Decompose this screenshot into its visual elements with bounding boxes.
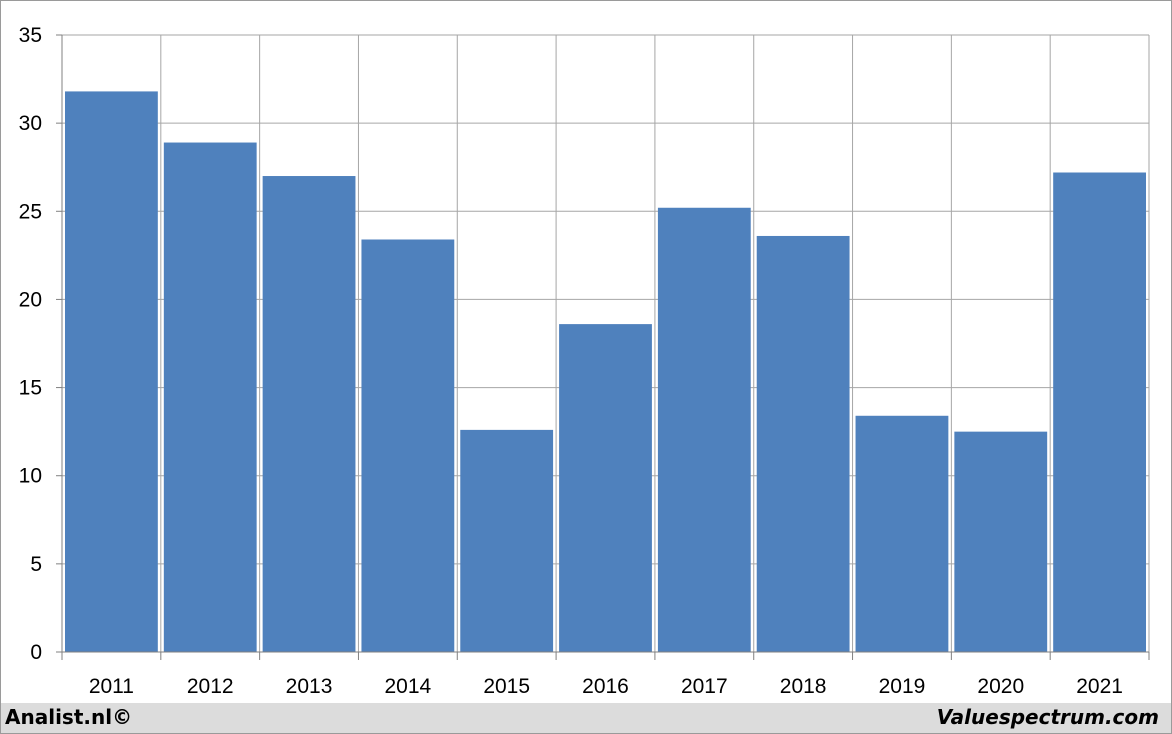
x-tick-label: 2019 — [879, 675, 926, 698]
y-tick-label: 10 — [19, 465, 42, 488]
y-tick-label: 20 — [19, 288, 42, 311]
x-tick-label: 2011 — [89, 675, 134, 698]
analist-credit: Analist.nl© — [5, 705, 133, 729]
x-tick-label: 2018 — [780, 675, 827, 698]
bar-2020 — [954, 431, 1048, 652]
footer-bar: Analist.nl© Valuespectrum.com — [1, 703, 1171, 733]
bars — [65, 91, 1146, 653]
bar-2013 — [262, 176, 356, 652]
axes — [56, 34, 1150, 660]
bar-2014 — [361, 239, 455, 652]
bar-2016 — [559, 324, 652, 652]
y-tick-label: 25 — [19, 200, 42, 223]
bar-2021 — [1053, 172, 1146, 652]
y-tick-label: 15 — [19, 377, 42, 400]
bar-2017 — [657, 207, 751, 652]
y-tick-label: 30 — [19, 112, 42, 135]
x-tick-label: 2015 — [483, 675, 530, 698]
y-tick-labels: 0 5 10 15 20 25 30 35 — [19, 24, 42, 664]
y-tick-label: 5 — [30, 553, 42, 576]
y-tick-label: 35 — [19, 24, 42, 47]
bar-2018 — [756, 235, 850, 653]
x-tick-label: 2012 — [187, 675, 234, 698]
x-tick-label: 2014 — [385, 675, 432, 698]
bar-2019 — [855, 415, 949, 652]
x-tick-labels: 2011 2012 2013 2014 2015 2016 2017 2018 2019 2020… — [89, 675, 1123, 698]
valuespectrum-credit: Valuespectrum.com — [936, 705, 1159, 729]
x-tick-label: 2020 — [977, 675, 1024, 698]
y-tick-label: 0 — [30, 641, 42, 664]
bar-2015 — [460, 429, 554, 652]
x-tick-label: 2013 — [286, 675, 333, 698]
x-tick-label: 2016 — [582, 675, 629, 698]
bar-2011 — [65, 91, 158, 652]
bar-2012 — [163, 142, 257, 652]
x-tick-label: 2021 — [1076, 675, 1123, 698]
x-tick-label: 2017 — [681, 675, 728, 698]
